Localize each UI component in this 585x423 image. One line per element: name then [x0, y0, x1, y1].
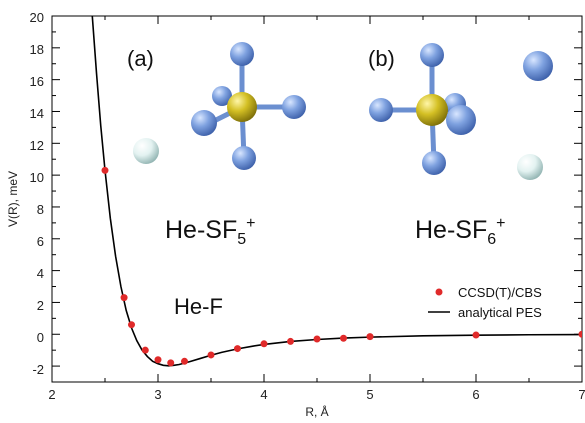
data-point-ccsd [167, 359, 175, 367]
molecule-a-illustration [133, 42, 306, 170]
label-he-sf6: He-SF6+ [415, 215, 505, 248]
y-tick-label: 2 [37, 298, 44, 313]
data-point-ccsd [207, 351, 215, 359]
data-point-ccsd [154, 356, 162, 364]
fluorine-atom [420, 43, 444, 67]
y-tick-label: 16 [30, 74, 44, 89]
legend: CCSD(T)/CBS analytical PES [428, 285, 542, 320]
x-tick-labels: 2 3 4 5 6 7 [48, 387, 585, 402]
formula-main: He-SF [415, 216, 487, 244]
fluorine-atom [369, 98, 393, 122]
y-tick-label: 4 [37, 266, 44, 281]
y-tick-label: 14 [30, 106, 44, 121]
label-he-f: He-F [174, 294, 223, 319]
data-point-ccsd [340, 334, 347, 342]
panel-label-b: (b) [368, 46, 395, 71]
sulfur-atom [227, 92, 257, 122]
fluorine-atom [230, 42, 254, 66]
panel-label-a: (a) [127, 46, 154, 71]
data-point-ccsd [181, 357, 188, 365]
x-tick-label: 3 [154, 387, 161, 402]
formula-superscript: + [496, 215, 505, 232]
y-axis-label: V(R), meV [6, 171, 20, 227]
data-point-ccsd [141, 346, 149, 354]
data-point-ccsd [260, 340, 268, 348]
formula-subscript: 6 [487, 231, 496, 248]
fluorine-atom [212, 86, 232, 106]
fluorine-atom [422, 151, 446, 175]
series-points-ccsd [101, 166, 582, 367]
x-tick-label: 6 [472, 387, 479, 402]
data-point-ccsd [101, 166, 109, 174]
y-tick-labels: -2 0 2 4 6 8 10 12 14 16 18 20 [30, 10, 44, 377]
formula-main: He-SF [165, 216, 237, 244]
data-point-ccsd [578, 330, 582, 338]
fluorine-atom [446, 105, 476, 135]
legend-label-pes: analytical PES [458, 305, 542, 320]
helium-atom [517, 154, 543, 180]
label-he-sf5: He-SF5+ [165, 215, 255, 248]
data-point-ccsd [313, 335, 321, 343]
y-tick-label: 18 [30, 42, 44, 57]
y-tick-label: 12 [30, 138, 44, 153]
fluorine-atom [523, 51, 553, 81]
fluorine-atom [191, 110, 217, 136]
y-tick-label: 0 [37, 330, 44, 345]
legend-label-ccsd: CCSD(T)/CBS [458, 285, 542, 300]
legend-marker-ccsd [435, 288, 443, 296]
molecule-b-illustration [369, 43, 553, 180]
x-axis-label: R, Å [305, 404, 328, 419]
formula-subscript: 5 [237, 231, 246, 248]
y-tick-label: 6 [37, 234, 44, 249]
data-point-ccsd [472, 331, 480, 339]
data-point-ccsd [287, 337, 294, 345]
data-point-ccsd [366, 333, 374, 341]
formula-superscript: + [246, 215, 255, 232]
y-tick-label: 20 [30, 10, 44, 25]
helium-atom [133, 138, 159, 164]
data-point-ccsd [120, 294, 128, 302]
y-tick-label: 10 [30, 170, 44, 185]
fluorine-atom [232, 146, 256, 170]
data-point-ccsd [128, 321, 135, 329]
y-tick-label: 8 [37, 202, 44, 217]
y-tick-label: -2 [32, 362, 44, 377]
x-tick-label: 2 [48, 387, 55, 402]
x-tick-label: 7 [578, 387, 585, 402]
sulfur-atom [416, 94, 448, 126]
x-tick-label: 4 [260, 387, 267, 402]
data-point-ccsd [234, 345, 241, 353]
series-line-analytical-pes [91, 16, 582, 367]
fluorine-atom [282, 95, 306, 119]
x-tick-label: 5 [366, 387, 373, 402]
axis-ticks [51, 15, 583, 382]
